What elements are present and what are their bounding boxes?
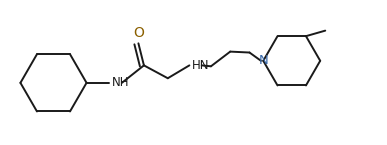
- Text: N: N: [259, 54, 268, 67]
- Text: NH: NH: [112, 76, 129, 89]
- Text: HN: HN: [192, 59, 209, 72]
- Text: O: O: [133, 26, 144, 40]
